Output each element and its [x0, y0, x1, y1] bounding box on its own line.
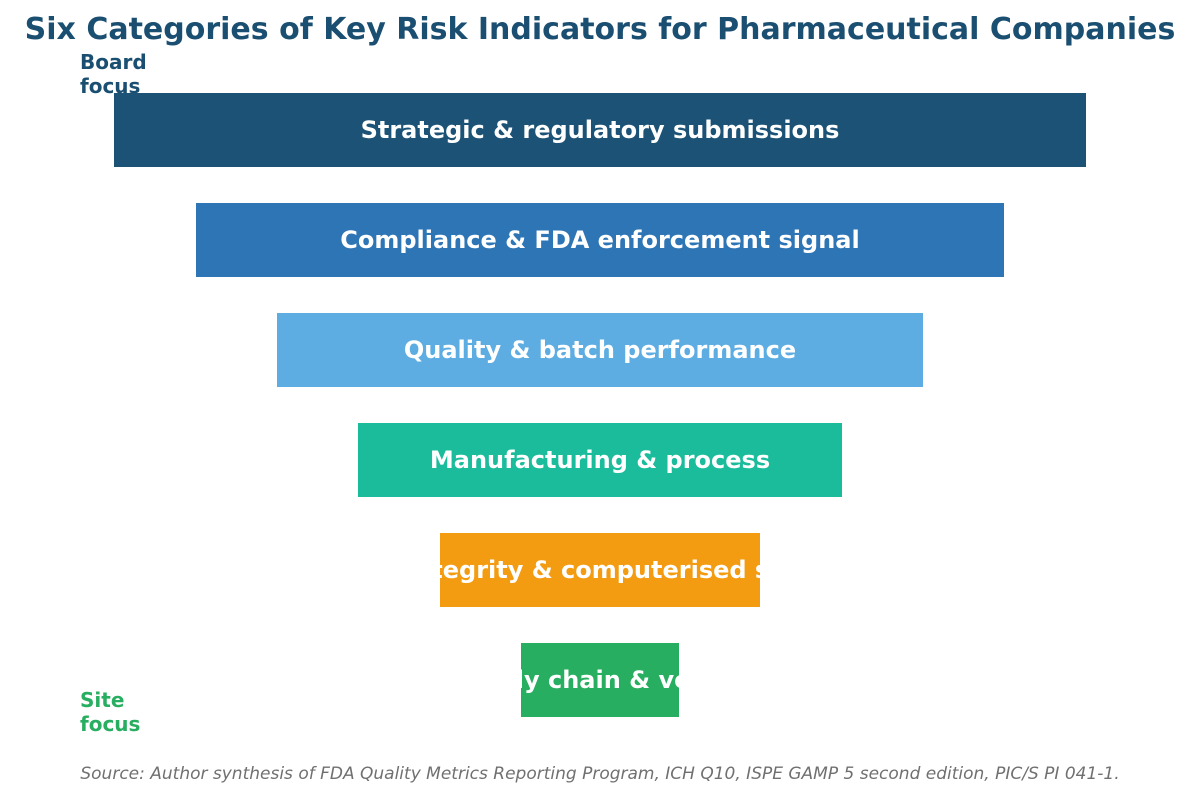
tier-strategic-label: Strategic & regulatory submissions — [360, 116, 840, 144]
tier-manufacturing-label: Manufacturing & process — [429, 446, 771, 474]
tier-manufacturing: Manufacturing & process — [358, 423, 842, 497]
tier-quality: Quality & batch performance — [277, 313, 923, 387]
tier-quality-label: Quality & batch performance — [403, 336, 797, 364]
tier-data-integrity: Data integrity & computerised systems — [440, 533, 760, 607]
board-focus-label: Board focus — [80, 50, 147, 98]
tier-supply-chain-label: Supply chain & vendor — [521, 666, 679, 694]
chart-title: Six Categories of Key Risk Indicators fo… — [24, 12, 1176, 47]
tier-strategic: Strategic & regulatory submissions — [114, 93, 1086, 167]
tier-supply-chain: Supply chain & vendor — [521, 643, 679, 717]
site-focus-label: Site focus — [80, 688, 141, 736]
tier-compliance-label: Compliance & FDA enforcement signal — [340, 226, 860, 254]
tier-data-integrity-label: Data integrity & computerised systems — [440, 556, 760, 584]
tier-compliance: Compliance & FDA enforcement signal — [196, 203, 1004, 277]
source-note: Source: Author synthesis of FDA Quality … — [80, 764, 1120, 784]
